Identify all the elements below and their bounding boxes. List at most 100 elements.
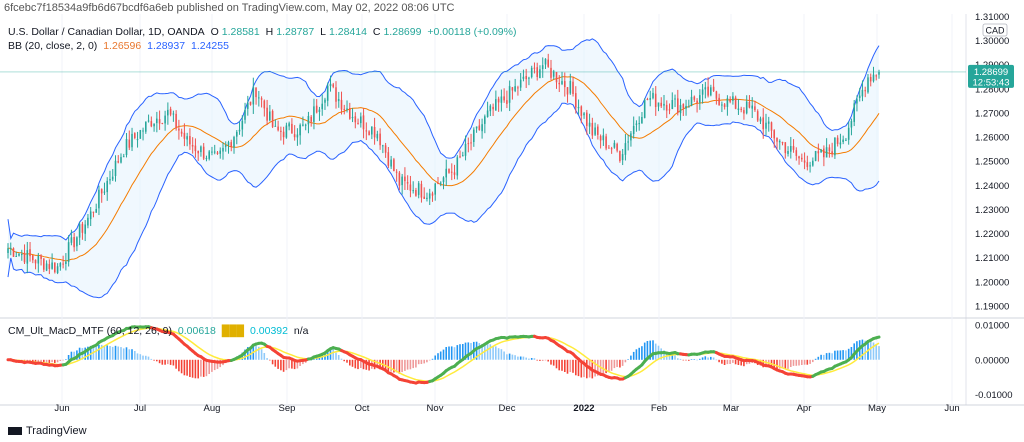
candle[interactable] <box>222 142 224 160</box>
candle[interactable] <box>439 181 442 187</box>
candle[interactable] <box>136 131 139 148</box>
candle[interactable] <box>508 80 511 112</box>
currency-badge[interactable] <box>982 23 1008 37</box>
candle[interactable] <box>15 251 17 258</box>
candle[interactable] <box>839 133 842 149</box>
candle[interactable] <box>111 169 114 182</box>
candle[interactable] <box>175 110 177 131</box>
candle[interactable] <box>23 244 26 265</box>
candle[interactable] <box>762 108 764 139</box>
candle[interactable] <box>45 260 48 272</box>
candle[interactable] <box>365 122 368 141</box>
candle[interactable] <box>84 220 86 242</box>
candle[interactable] <box>230 139 232 152</box>
candle[interactable] <box>602 128 605 146</box>
candle[interactable] <box>32 254 34 264</box>
candle[interactable] <box>743 107 745 120</box>
candle[interactable] <box>393 157 395 172</box>
candle[interactable] <box>211 146 213 156</box>
candle[interactable] <box>125 133 128 158</box>
candle[interactable] <box>131 127 133 152</box>
candle[interactable] <box>291 118 293 134</box>
candle[interactable] <box>577 99 580 115</box>
candle[interactable] <box>100 188 103 203</box>
candle[interactable] <box>599 134 602 149</box>
candle[interactable] <box>398 170 401 191</box>
candle[interactable] <box>467 137 470 153</box>
candle[interactable] <box>511 86 514 100</box>
candle[interactable] <box>809 161 811 173</box>
candle[interactable] <box>464 135 467 161</box>
candle[interactable] <box>503 88 505 103</box>
candle[interactable] <box>693 95 696 102</box>
candle[interactable] <box>536 62 538 81</box>
candle[interactable] <box>795 147 798 161</box>
candle[interactable] <box>67 235 70 267</box>
candle[interactable] <box>828 144 831 158</box>
candle[interactable] <box>426 192 428 202</box>
candle[interactable] <box>216 150 219 155</box>
candle[interactable] <box>335 81 337 109</box>
candle[interactable] <box>872 66 875 83</box>
candle[interactable] <box>718 93 720 106</box>
candle[interactable] <box>332 82 334 89</box>
candle[interactable] <box>732 92 734 105</box>
candle[interactable] <box>530 65 533 79</box>
candle[interactable] <box>580 105 583 124</box>
candle[interactable] <box>773 129 775 148</box>
candle[interactable] <box>597 124 599 140</box>
candle[interactable] <box>224 141 227 152</box>
candle[interactable] <box>139 129 142 139</box>
candle[interactable] <box>801 153 803 162</box>
candle[interactable] <box>561 71 563 86</box>
candle[interactable] <box>790 137 792 159</box>
candle[interactable] <box>514 78 516 93</box>
candle[interactable] <box>878 69 880 79</box>
candle[interactable] <box>541 57 544 78</box>
candle[interactable] <box>142 127 144 141</box>
candle[interactable] <box>613 140 616 149</box>
candle[interactable] <box>18 252 20 257</box>
candle[interactable] <box>652 87 654 100</box>
candle[interactable] <box>745 95 748 115</box>
candle[interactable] <box>470 133 472 151</box>
candle[interactable] <box>324 97 326 110</box>
candle[interactable] <box>550 59 552 81</box>
candle[interactable] <box>519 73 522 91</box>
candle[interactable] <box>445 159 447 186</box>
candle[interactable] <box>406 175 409 190</box>
candle[interactable] <box>431 191 434 202</box>
candle[interactable] <box>539 65 541 79</box>
candle[interactable] <box>459 150 461 159</box>
candle[interactable] <box>533 62 536 74</box>
candle[interactable] <box>751 97 753 119</box>
candle[interactable] <box>641 112 643 124</box>
candle[interactable] <box>172 110 175 122</box>
candle[interactable] <box>194 138 197 158</box>
candle[interactable] <box>442 176 445 190</box>
candle[interactable] <box>869 73 872 87</box>
candle[interactable] <box>434 182 436 201</box>
candle[interactable] <box>566 86 569 103</box>
candle[interactable] <box>106 177 108 201</box>
candle[interactable] <box>462 151 464 157</box>
candle[interactable] <box>473 127 475 147</box>
candle[interactable] <box>280 126 282 141</box>
candle[interactable] <box>605 133 607 151</box>
candle[interactable] <box>420 180 423 203</box>
candle[interactable] <box>765 113 767 136</box>
candle[interactable] <box>59 262 62 271</box>
candle[interactable] <box>186 132 188 147</box>
candle[interactable] <box>552 69 555 80</box>
candle[interactable] <box>205 155 208 162</box>
candle[interactable] <box>781 141 784 146</box>
candle[interactable] <box>219 147 221 159</box>
candle[interactable] <box>767 116 770 132</box>
candle[interactable] <box>87 213 89 229</box>
candle[interactable] <box>164 110 166 131</box>
candle[interactable] <box>831 142 833 158</box>
price-badge[interactable] <box>968 64 1014 88</box>
candle[interactable] <box>528 76 530 86</box>
candle[interactable] <box>649 90 651 107</box>
